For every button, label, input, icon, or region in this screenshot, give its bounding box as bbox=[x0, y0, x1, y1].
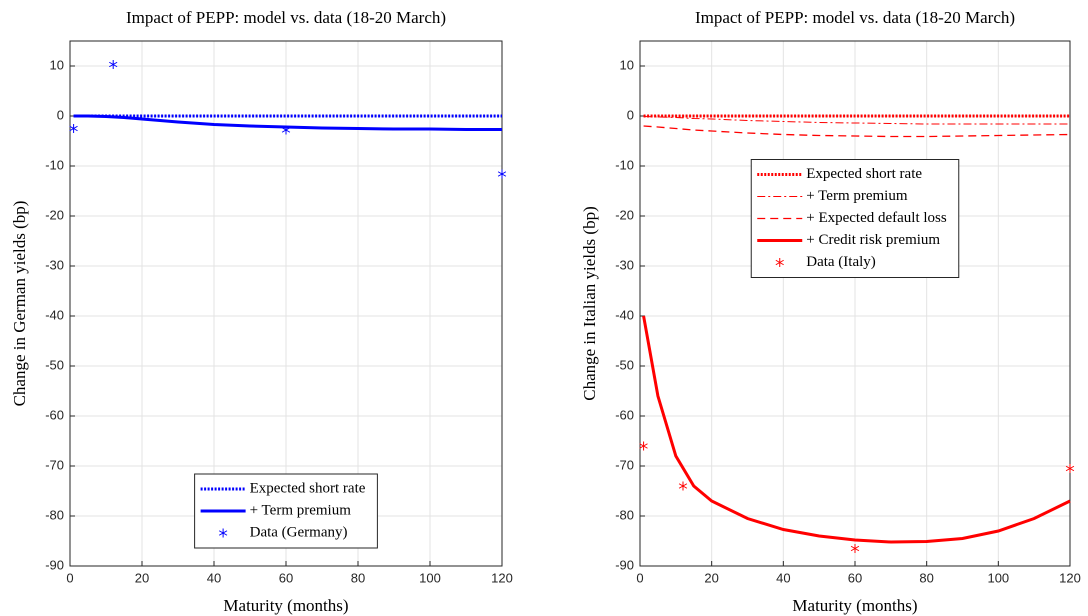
series-line bbox=[643, 116, 1070, 125]
y-tick-label: -80 bbox=[45, 507, 64, 522]
data-point bbox=[109, 60, 118, 69]
marker-stroke bbox=[639, 443, 648, 449]
chart-title: Impact of PEPP: model vs. data (18-20 Ma… bbox=[126, 8, 446, 27]
y-tick-label: -20 bbox=[45, 207, 64, 222]
legend-swatch bbox=[218, 528, 228, 538]
data-point bbox=[678, 481, 688, 491]
y-axis-label: Change in German yields (bp) bbox=[10, 201, 29, 407]
legend-label: Expected short rate bbox=[250, 480, 366, 496]
x-tick-label: 0 bbox=[66, 570, 73, 585]
legend: Expected short rate + Term premium + Expec… bbox=[750, 159, 960, 278]
y-tick-label: -60 bbox=[615, 407, 634, 422]
x-tick-label: 120 bbox=[491, 570, 513, 585]
legend-swatch bbox=[775, 258, 784, 267]
series-line bbox=[73, 114, 502, 131]
x-tick-label: 80 bbox=[919, 570, 933, 585]
x-tick-label: 80 bbox=[351, 570, 365, 585]
y-tick-label: -70 bbox=[615, 457, 634, 472]
y-tick-label: 10 bbox=[620, 57, 634, 72]
x-tick-label: 100 bbox=[419, 570, 441, 585]
y-tick-label: -60 bbox=[45, 407, 64, 422]
x-tick-label: 40 bbox=[207, 570, 221, 585]
marker-stroke bbox=[497, 171, 507, 177]
data-point bbox=[639, 441, 648, 451]
axes-box bbox=[639, 40, 1071, 567]
y-tick-label: 10 bbox=[50, 57, 64, 72]
y-tick-label: 0 bbox=[57, 107, 64, 122]
x-tick-label: 40 bbox=[776, 570, 790, 585]
y-tick-label: -90 bbox=[45, 557, 64, 572]
y-tick-label: -10 bbox=[45, 157, 64, 172]
legend: Expected short rate + Term premium Data (G… bbox=[194, 473, 378, 549]
y-tick-label: -40 bbox=[615, 307, 634, 322]
y-tick-label: -30 bbox=[45, 257, 64, 272]
chart-title: Impact of PEPP: model vs. data (18-20 Ma… bbox=[695, 8, 1015, 27]
y-axis-label: Change in Italian yields (bp) bbox=[580, 206, 599, 401]
y-tick-label: -90 bbox=[615, 557, 634, 572]
series-line bbox=[642, 315, 1071, 544]
x-tick-label: 60 bbox=[279, 570, 293, 585]
x-axis-label: Maturity (months) bbox=[223, 596, 348, 615]
marker-stroke bbox=[109, 61, 118, 68]
marker-stroke bbox=[678, 483, 688, 489]
marker-stroke bbox=[850, 545, 860, 552]
marker-stroke bbox=[281, 127, 291, 133]
x-tick-label: 60 bbox=[848, 570, 862, 585]
y-tick-label: -70 bbox=[45, 457, 64, 472]
y-tick-label: -10 bbox=[615, 157, 634, 172]
legend-label: Expected short rate bbox=[806, 166, 922, 182]
legend-label: Data (Germany) bbox=[250, 524, 348, 540]
legend-label: + Expected default loss bbox=[806, 210, 947, 226]
x-tick-label: 20 bbox=[704, 570, 718, 585]
marker-stroke bbox=[775, 259, 784, 266]
axes-box bbox=[69, 40, 503, 567]
legend-label: Data (Italy) bbox=[806, 254, 876, 270]
data-point bbox=[1065, 464, 1075, 473]
y-tick-label: 0 bbox=[627, 107, 634, 122]
legend-label: + Credit risk premium bbox=[806, 232, 940, 248]
y-tick-label: -80 bbox=[615, 507, 634, 522]
marker-stroke bbox=[218, 530, 228, 536]
x-tick-label: 120 bbox=[1059, 570, 1081, 585]
y-tick-label: -30 bbox=[615, 257, 634, 272]
y-tick-label: -50 bbox=[45, 357, 64, 372]
data-point bbox=[497, 169, 507, 179]
marker-stroke bbox=[1065, 465, 1075, 472]
data-point bbox=[69, 124, 78, 133]
series-line bbox=[643, 125, 1071, 138]
x-tick-label: 20 bbox=[135, 570, 149, 585]
y-tick-label: -20 bbox=[615, 207, 634, 222]
marker-stroke bbox=[69, 125, 78, 132]
legend-label: + Term premium bbox=[806, 188, 908, 204]
data-point bbox=[281, 125, 291, 135]
y-tick-label: -50 bbox=[615, 357, 634, 372]
y-tick-label: -40 bbox=[45, 307, 64, 322]
x-axis-label: Maturity (months) bbox=[792, 596, 917, 615]
legend-label: + Term premium bbox=[250, 502, 352, 518]
x-tick-label: 100 bbox=[987, 570, 1009, 585]
data-point bbox=[850, 544, 860, 553]
x-tick-label: 0 bbox=[636, 570, 643, 585]
